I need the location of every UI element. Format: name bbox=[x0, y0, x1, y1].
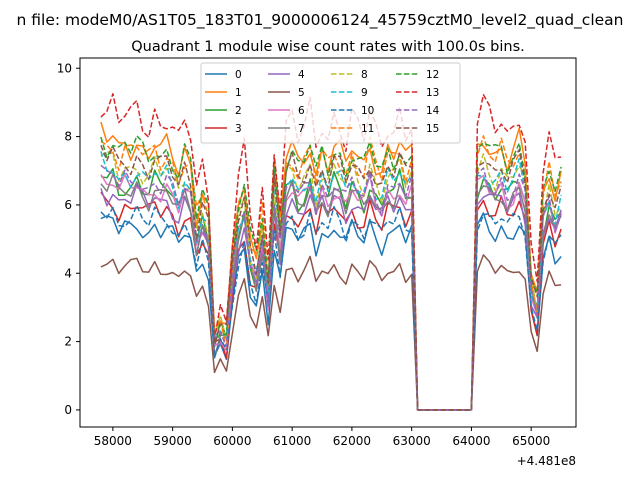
legend-label: 1 bbox=[235, 87, 242, 99]
plot-frame bbox=[79, 57, 577, 428]
legend-label: 12 bbox=[426, 69, 439, 81]
y-tick-label: 0 bbox=[64, 403, 72, 417]
chart-suptitle: n file: modeM0/AS1T05_183T01_9000006124_… bbox=[17, 11, 624, 30]
series-layer bbox=[100, 93, 562, 411]
x-tick-label: 60000 bbox=[213, 434, 251, 448]
chart-title: Quadrant 1 module wise count rates with … bbox=[131, 39, 525, 55]
series-line-7 bbox=[100, 173, 562, 411]
legend-label: 10 bbox=[361, 105, 374, 117]
legend-label: 9 bbox=[361, 87, 368, 99]
legend-label: 11 bbox=[361, 123, 374, 135]
series-line-5 bbox=[100, 254, 562, 411]
x-axis: 58000 59000 60000 61000 62000 63000 64000 65000 bbox=[94, 427, 550, 448]
y-tick-label: 6 bbox=[64, 198, 72, 212]
y-tick-label: 8 bbox=[64, 130, 72, 144]
legend-label: 3 bbox=[235, 123, 242, 135]
x-tick-label: 62000 bbox=[333, 434, 371, 448]
x-tick-label: 59000 bbox=[154, 434, 192, 448]
y-tick-label: 2 bbox=[64, 335, 72, 349]
series-line-1 bbox=[100, 121, 562, 411]
legend-label: 8 bbox=[361, 69, 368, 81]
x-tick-label: 61000 bbox=[273, 434, 311, 448]
legend-label: 14 bbox=[426, 105, 440, 117]
legend-label: 15 bbox=[426, 123, 439, 135]
x-tick-label: 58000 bbox=[94, 434, 132, 448]
series-line-3 bbox=[100, 191, 562, 411]
y-tick-label: 4 bbox=[64, 266, 72, 280]
x-offset-label: +4.481e8 bbox=[517, 454, 576, 468]
legend-label: 4 bbox=[298, 69, 305, 81]
y-axis: 0 2 4 6 8 10 bbox=[57, 61, 80, 417]
legend-label: 13 bbox=[426, 87, 439, 99]
x-tick-label: 65000 bbox=[512, 434, 550, 448]
series-line-11 bbox=[100, 135, 562, 411]
x-tick-label: 63000 bbox=[393, 434, 431, 448]
legend-frame bbox=[200, 62, 461, 144]
series-line-14 bbox=[100, 164, 562, 411]
series-line-0 bbox=[100, 212, 562, 411]
series-line-9 bbox=[100, 151, 562, 411]
x-tick-label: 64000 bbox=[452, 434, 490, 448]
y-tick-label: 10 bbox=[57, 61, 72, 75]
series-line-12 bbox=[100, 135, 562, 411]
legend-label: 5 bbox=[298, 87, 305, 99]
series-line-10 bbox=[100, 204, 562, 411]
legend-label: 7 bbox=[298, 123, 305, 135]
legend-label: 2 bbox=[235, 105, 242, 117]
series-line-15 bbox=[100, 145, 562, 411]
legend-label: 0 bbox=[235, 69, 242, 81]
legend-label: 6 bbox=[298, 105, 305, 117]
